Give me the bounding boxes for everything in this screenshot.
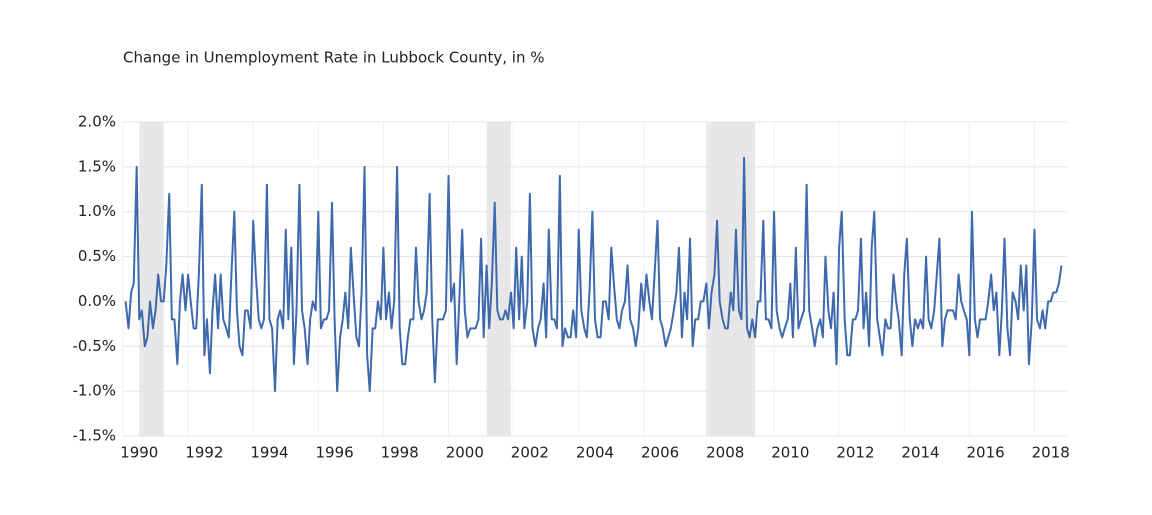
y-tick-label: -1.0% [72,382,116,400]
y-tick-label: 1.5% [78,157,116,175]
x-tick-label: 2006 [641,444,679,462]
chart-title: Change in Unemployment Rate in Lubbock C… [123,49,545,67]
x-tick-label: 2004 [576,444,614,462]
y-tick-label: 0.0% [78,292,116,310]
x-tick-label: 1992 [185,444,223,462]
x-tick-label: 1996 [315,444,353,462]
y-tick-label: -0.5% [72,337,116,355]
y-tick-label: 1.0% [78,202,116,220]
x-tick-label: 2018 [1032,444,1070,462]
x-tick-label: 2000 [446,444,484,462]
x-tick-label: 2002 [511,444,549,462]
y-tick-label: 2.0% [78,113,116,131]
shaded-period [139,122,164,436]
x-tick-label: 2010 [771,444,809,462]
x-tick-label: 2008 [706,444,744,462]
y-tick-label: 0.5% [78,247,116,265]
x-tick-label: 2012 [836,444,874,462]
x-tick-label: 1990 [120,444,158,462]
x-tick-label: 1994 [250,444,288,462]
x-tick-label: 2014 [901,444,939,462]
data-line [124,156,1063,393]
shaded-period [486,122,512,436]
x-tick-label: 2016 [967,444,1005,462]
y-tick-label: -1.5% [72,427,116,445]
x-tick-label: 1998 [381,444,419,462]
